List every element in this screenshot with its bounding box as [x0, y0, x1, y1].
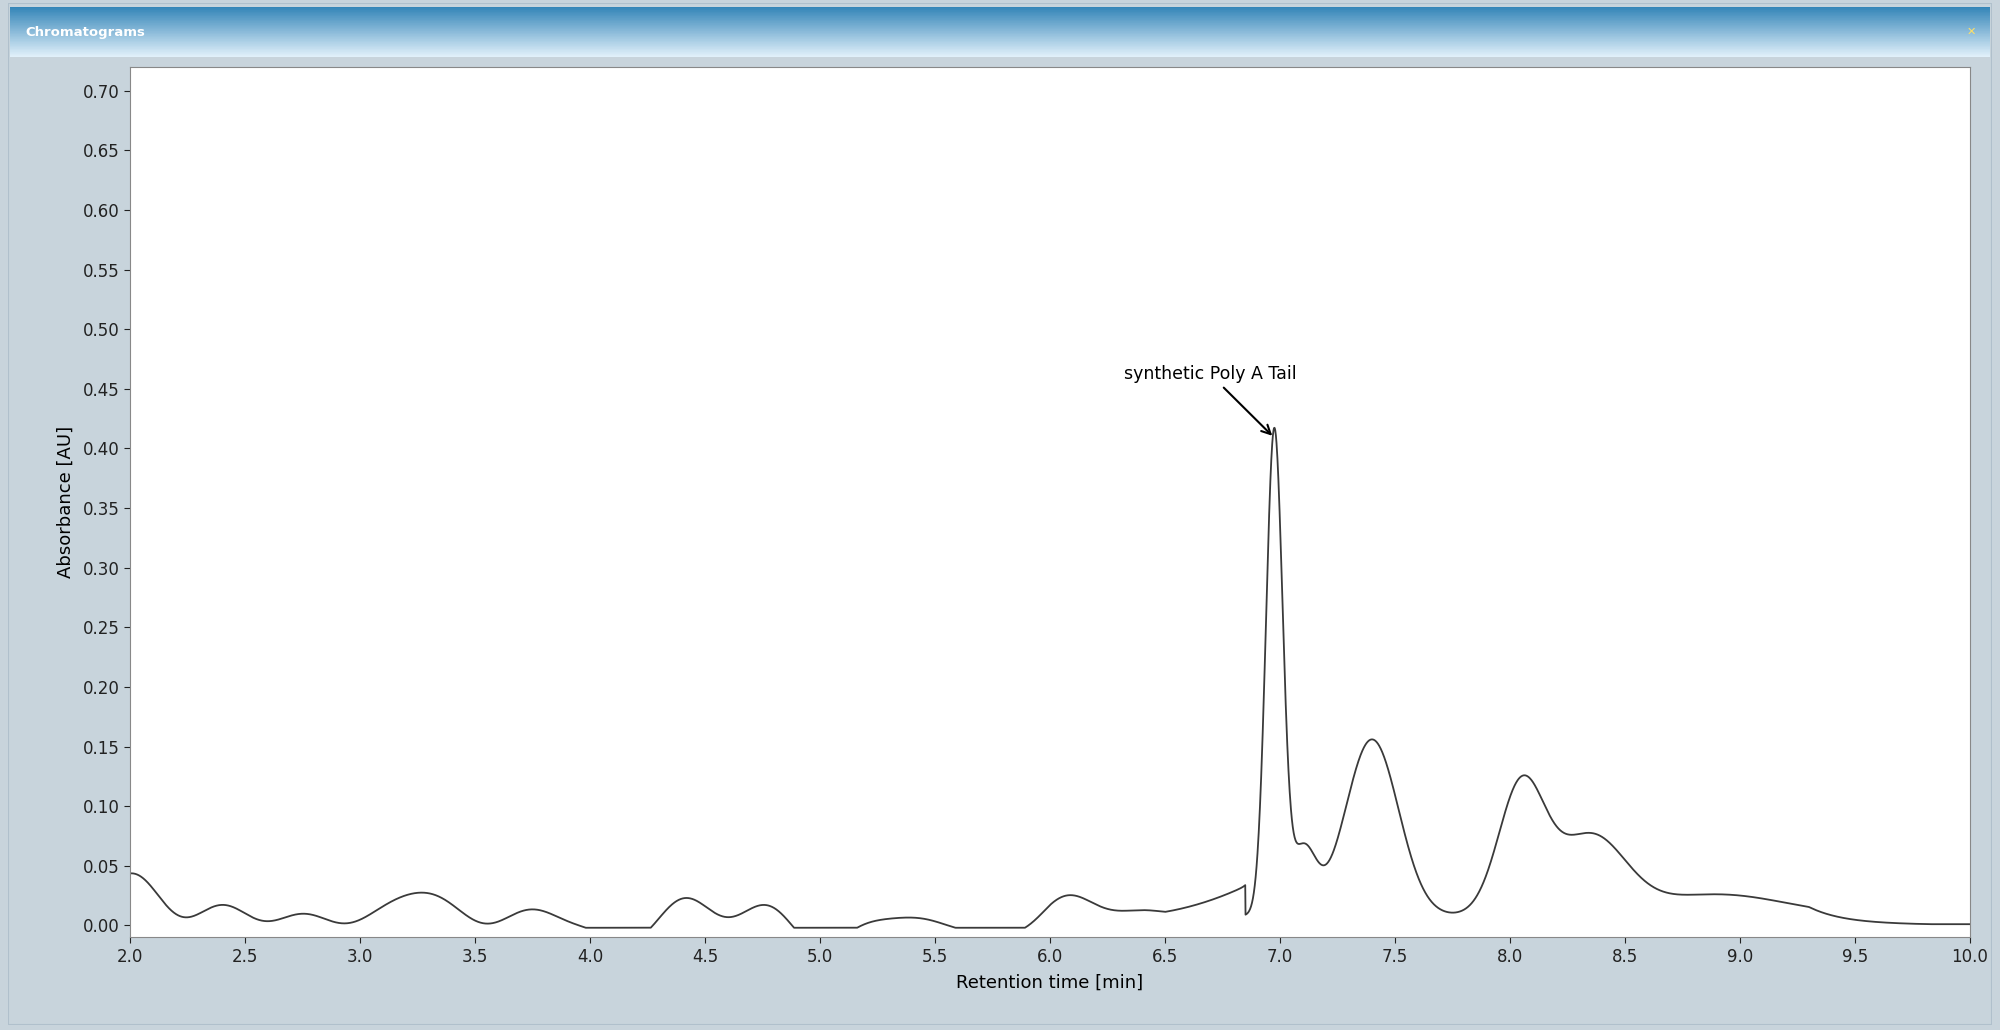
Text: ✕: ✕	[1966, 27, 1976, 37]
X-axis label: Retention time [min]: Retention time [min]	[956, 974, 1144, 992]
Y-axis label: Absorbance [AU]: Absorbance [AU]	[56, 426, 74, 578]
Text: Chromatograms: Chromatograms	[26, 27, 146, 39]
Text: synthetic Poly A Tail: synthetic Poly A Tail	[1124, 365, 1296, 435]
